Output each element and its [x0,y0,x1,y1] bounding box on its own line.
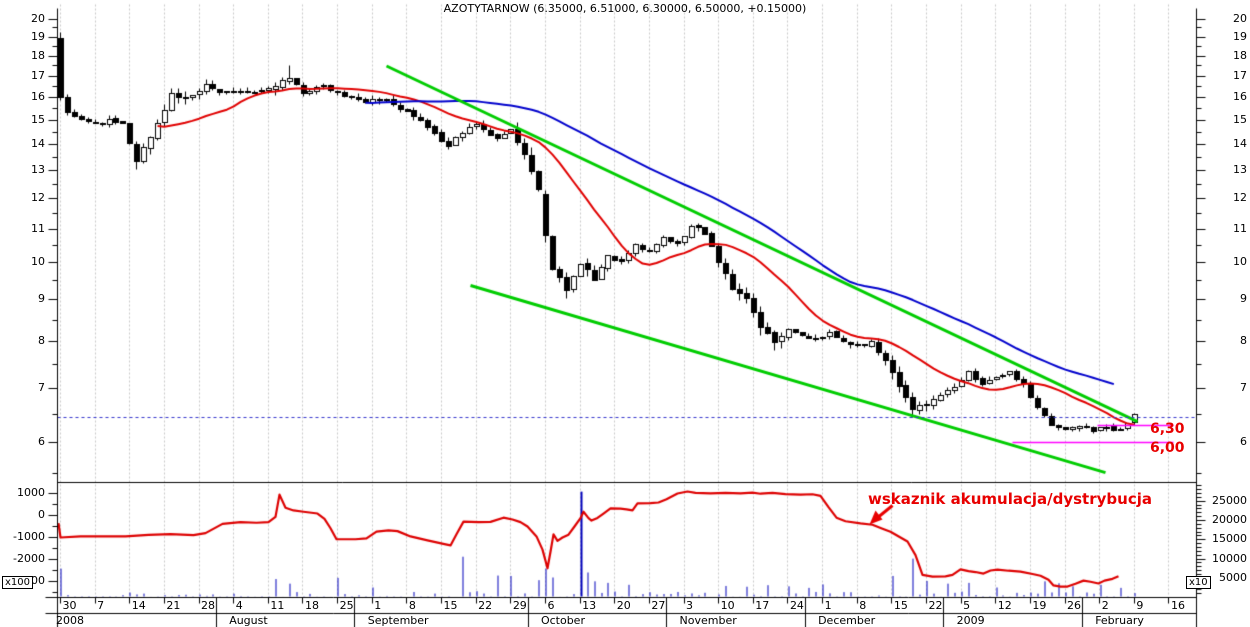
price-axis-label-left: 16 [31,90,45,104]
chart-title: AZOTYTARNOW (6.35000, 6.51000, 6.30000, … [443,2,807,15]
price-axis-label-right: 18 [1233,48,1247,62]
month-label: 2009 [956,613,985,627]
date-tick-label: 2 [1101,598,1109,612]
level-label-630: 6,30 [1150,421,1185,437]
price-axis-label-right: 12 [1233,191,1247,205]
volume-axis-label: 25000 [1212,493,1247,507]
month-label: August [229,613,268,627]
date-tick-label: 1 [824,598,832,612]
left-scale-multiplier: x100 [2,576,34,589]
date-tick-label: 17 [755,598,770,612]
price-axis-label-left: 14 [31,137,45,151]
month-label: October [540,613,585,627]
price-axis-label-right: 16 [1233,90,1247,104]
volume-axis-label: 15000 [1212,532,1247,546]
price-axis-label-left: 13 [31,163,45,177]
date-tick-label: 10 [720,598,735,612]
price-axis-label-right: 6 [1240,435,1247,449]
date-tick-label: 9 [1136,598,1144,612]
price-axis-label-right: 11 [1233,221,1247,235]
month-label: December [818,613,876,627]
price-axis-label-right: 20 [1233,11,1247,25]
price-axis-label-right: 19 [1233,29,1247,43]
price-axis-label-left: 11 [31,221,45,235]
price-axis-label-left: 7 [38,380,45,394]
price-axis-label-right: 7 [1240,380,1247,394]
price-axis-label-left: 17 [31,68,45,82]
date-tick-label: 4 [235,598,243,612]
date-tick-label: 13 [582,598,597,612]
date-tick-label: 1 [374,598,382,612]
date-tick-label: 20 [616,598,631,612]
price-axis-label-right: 13 [1233,163,1247,177]
indicator-axis-label: -1000 [13,530,45,543]
month-label: 2008 [56,613,84,627]
volume-axis-label: 20000 [1212,513,1247,526]
price-axis-label-left: 20 [31,11,45,25]
price-axis-label-right: 8 [1240,333,1247,347]
date-tick-label: 29 [512,598,527,612]
date-tick-label: 18 [304,598,319,612]
indicator-axis-label: -2000 [13,552,45,565]
date-tick-label: 28 [201,598,216,612]
price-axis-label-right: 10 [1233,255,1247,269]
date-tick-label: 11 [270,598,285,612]
price-axis-label-left: 18 [31,48,45,62]
price-axis-label-left: 6 [38,435,45,449]
date-tick-label: 16 [1170,598,1185,612]
date-tick-label: 26 [1067,598,1082,612]
price-axis-label-left: 9 [38,292,45,306]
date-tick-label: 21 [166,598,181,612]
date-tick-label: 5 [963,598,971,612]
date-tick-label: 22 [478,598,493,612]
month-label: September [367,613,429,627]
price-axis-label-right: 14 [1233,137,1247,151]
price-axis-label-right: 17 [1233,68,1247,82]
right-scale-multiplier: x10 [1186,576,1211,589]
date-tick-label: 14 [131,598,146,612]
date-tick-label: 3 [686,598,694,612]
price-axis-label-right: 15 [1233,112,1247,126]
date-tick-label: 8 [408,598,416,612]
indicator-axis-label: 0 [38,508,45,521]
date-tick-label: 7 [97,598,105,612]
volume-axis-label: 10000 [1212,551,1247,565]
date-tick-label: 25 [339,598,354,612]
month-label: November [679,613,737,627]
date-tick-label: 15 [443,598,458,612]
date-tick-label: 12 [997,598,1012,612]
price-axis-label-left: 8 [38,333,45,347]
level-label-600: 6,00 [1150,440,1185,456]
date-tick-label: 6 [547,598,555,612]
date-tick-label: 15 [893,598,908,612]
date-tick-label: 22 [928,598,943,612]
price-axis-label-left: 10 [31,255,45,269]
date-tick-label: 19 [1032,598,1047,612]
date-tick-label: 30 [62,598,77,612]
indicator-label: wskaznik akumulacja/dystrybucja [868,490,1152,508]
price-axis-label-left: 12 [31,191,45,205]
month-label: February [1095,613,1144,627]
price-axis-label-right: 9 [1240,292,1247,306]
indicator-axis-label: 1000 [17,486,45,499]
volume-axis-label: 5000 [1219,570,1247,584]
price-axis-label-left: 15 [31,112,45,126]
date-tick-label: 8 [859,598,867,612]
price-axis-label-left: 19 [31,29,45,43]
date-tick-label: 27 [651,598,666,612]
date-tick-label: 24 [789,598,804,612]
